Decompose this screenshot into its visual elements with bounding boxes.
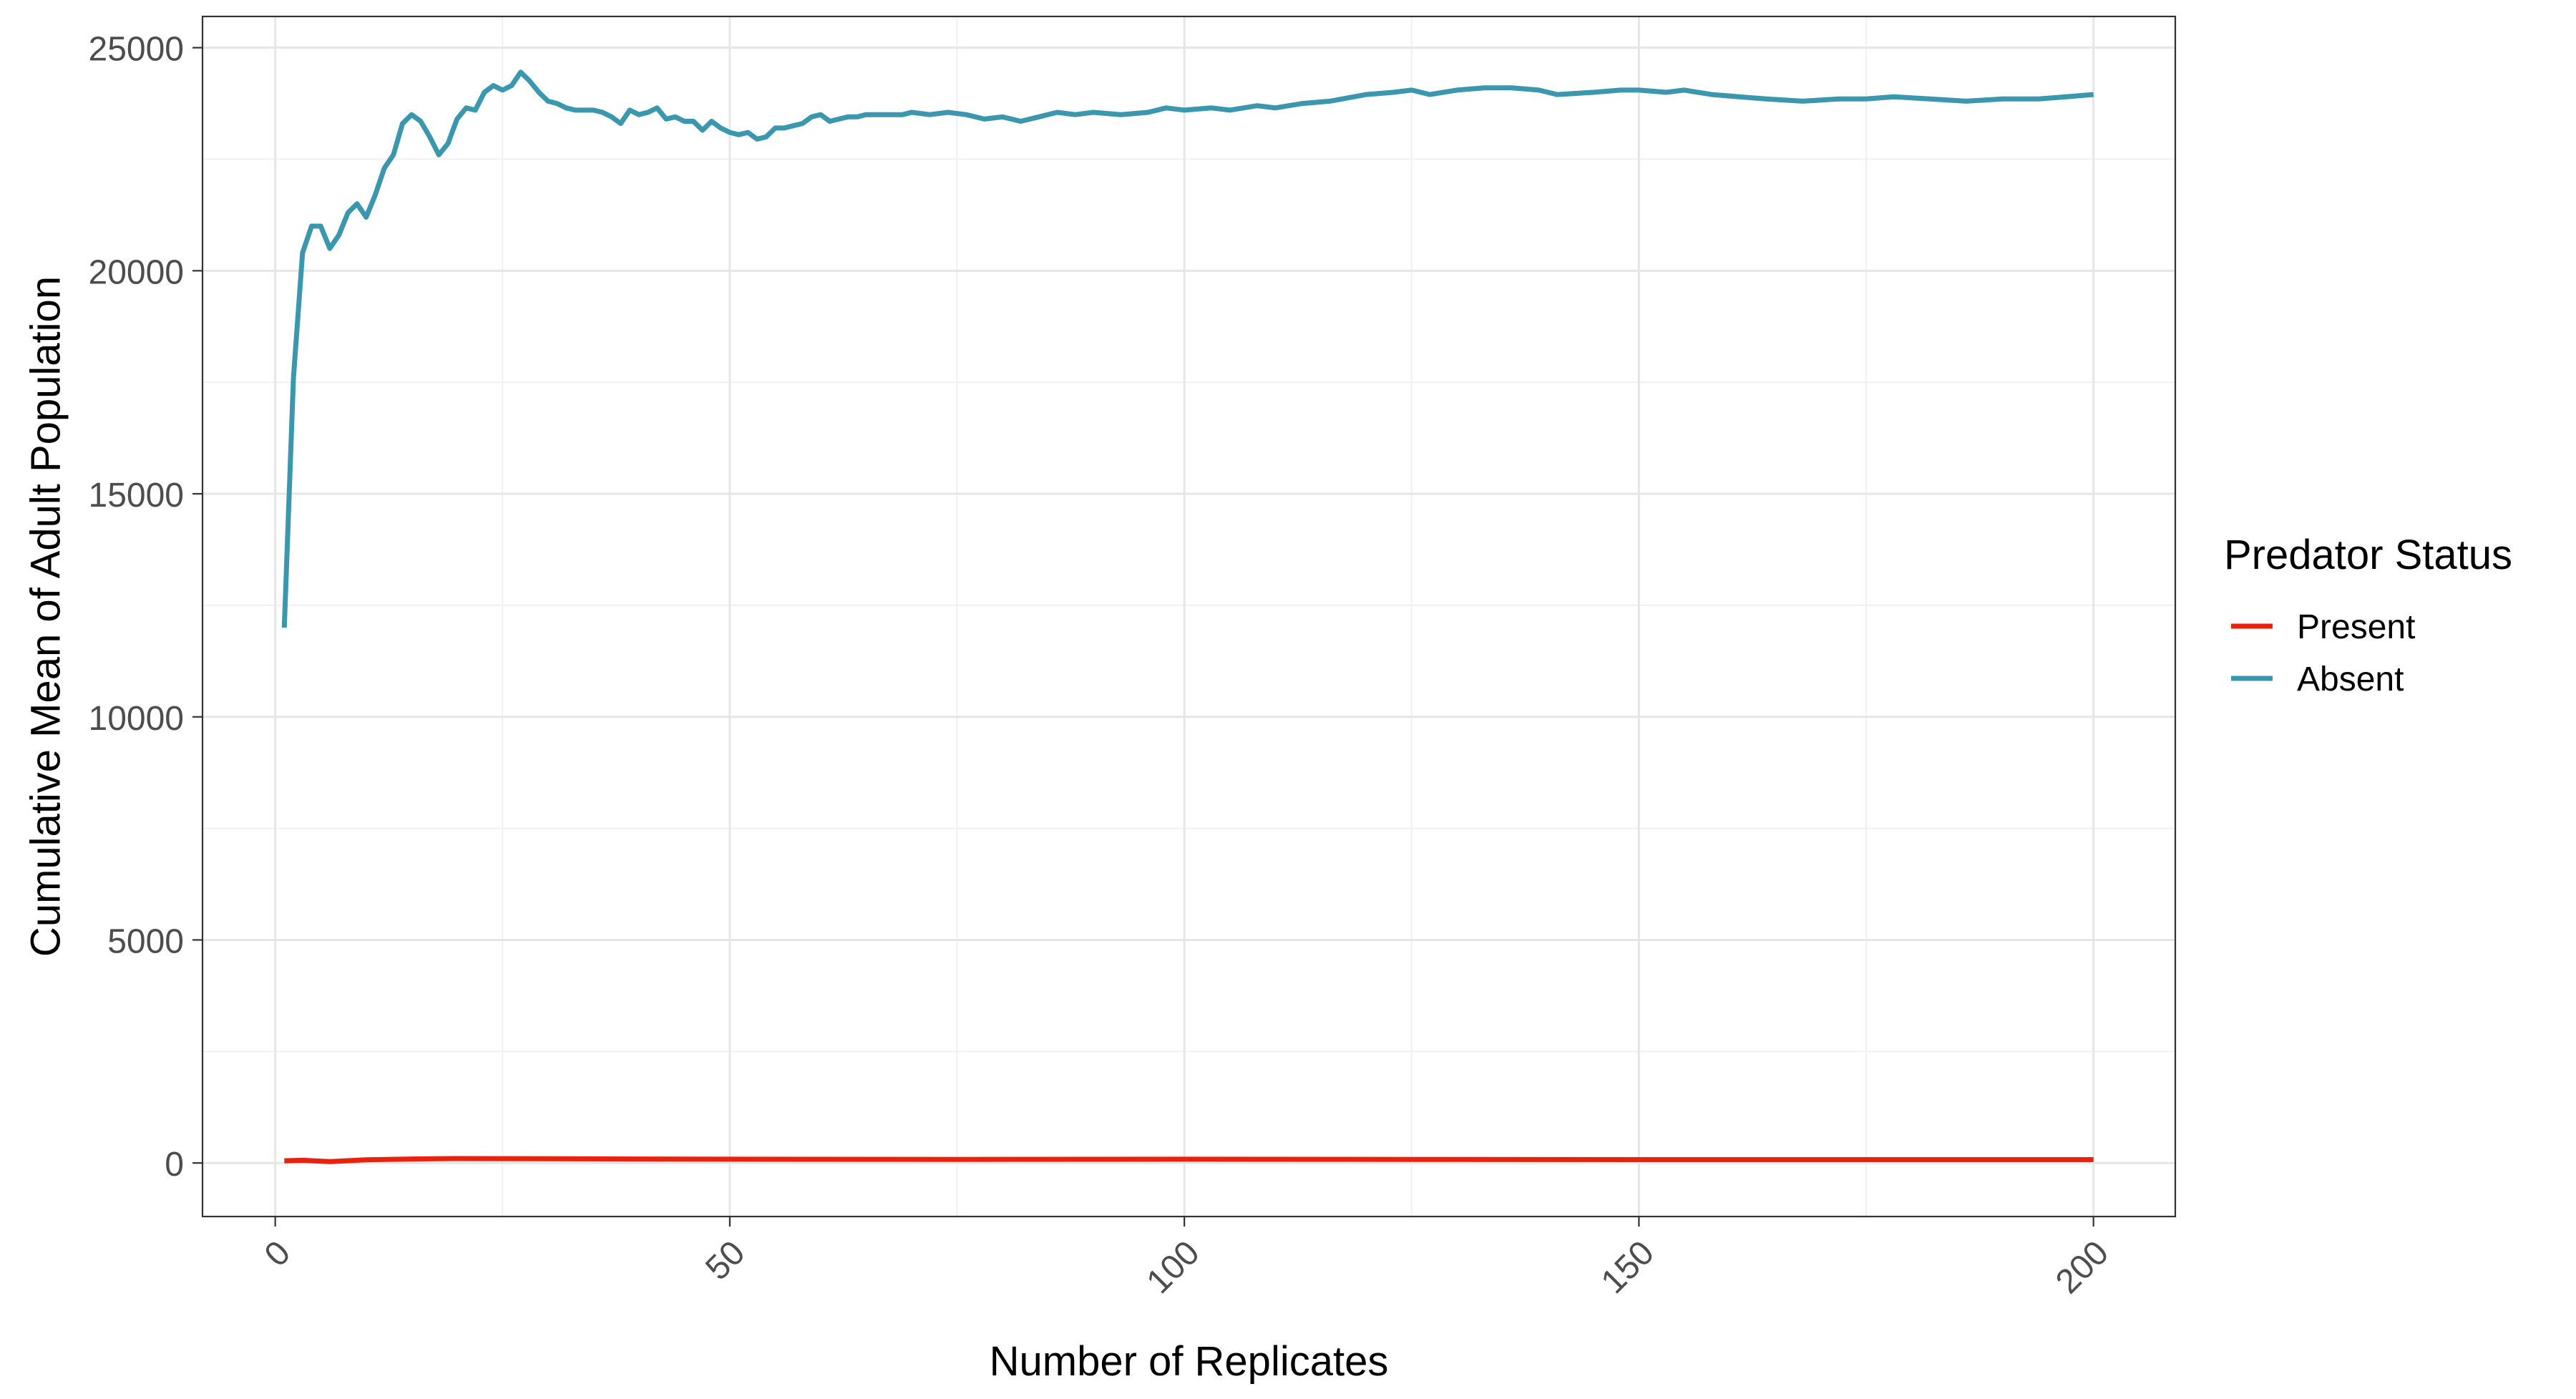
y-tick-label: 0 <box>165 1146 184 1184</box>
legend: Predator Status Present Absent <box>2224 532 2512 698</box>
series-line-present <box>284 1156 2094 1164</box>
x-tick-label: 150 <box>1594 1234 1662 1301</box>
x-tick-label: 100 <box>1140 1234 1207 1301</box>
legend-label-absent: Absent <box>2297 660 2404 698</box>
y-axis-title: Cumulative Mean of Adult Population <box>22 276 69 957</box>
y-tick-label: 20000 <box>89 253 184 291</box>
y-tick-label: 5000 <box>107 922 184 960</box>
x-tick-label: 200 <box>2049 1234 2116 1301</box>
y-tick-label: 10000 <box>89 700 184 738</box>
series-line-absent <box>281 69 2094 628</box>
major-gridlines <box>203 16 2175 1217</box>
series-lines <box>281 69 2094 1164</box>
x-tick-label: 0 <box>258 1234 298 1274</box>
legend-title: Predator Status <box>2224 532 2512 578</box>
x-axis: 0 50 100 150 200 <box>258 1217 2116 1301</box>
y-axis: 0 5000 10000 15000 20000 25000 <box>89 31 203 1184</box>
legend-label-present: Present <box>2297 608 2415 646</box>
plot-panel-border <box>201 15 2177 1218</box>
x-tick-label: 50 <box>698 1234 752 1287</box>
x-axis-title: Number of Replicates <box>990 1338 1389 1385</box>
y-tick-label: 15000 <box>89 477 184 515</box>
minor-gridlines <box>203 16 2175 1217</box>
y-tick-label: 25000 <box>89 31 184 69</box>
